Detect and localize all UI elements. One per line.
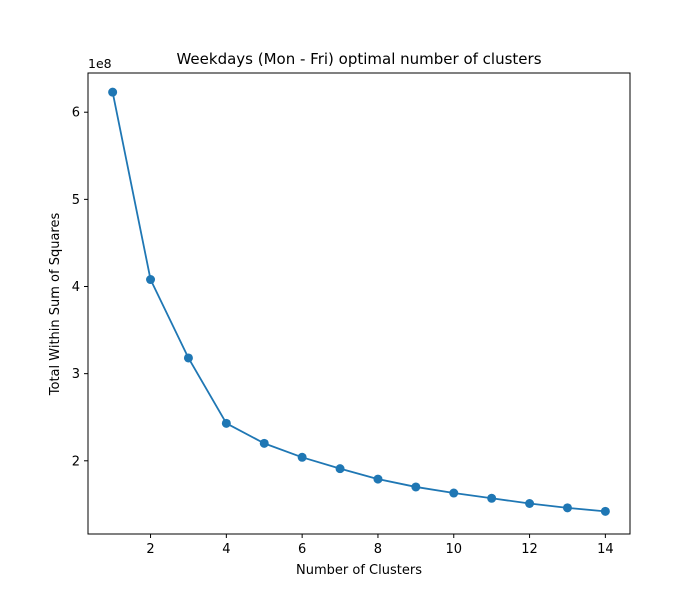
data-point-13	[562, 503, 572, 513]
data-point-10	[449, 488, 459, 498]
y-tick-label-4: 4	[72, 280, 80, 295]
x-axis-label: Number of Clusters	[296, 563, 422, 578]
data-point-2	[146, 275, 156, 285]
x-tick-label-2: 2	[146, 542, 154, 557]
y-tick-label-5: 5	[72, 193, 80, 208]
y-offset-label: 1e8	[88, 56, 112, 71]
data-point-1	[108, 87, 118, 97]
data-point-8	[373, 474, 383, 484]
y-tick-label-6: 6	[72, 106, 80, 121]
data-point-4	[221, 418, 231, 428]
data-point-9	[411, 482, 421, 492]
data-point-6	[297, 452, 307, 462]
data-point-14	[600, 506, 610, 516]
data-point-11	[487, 493, 497, 503]
series-line-0	[111, 91, 606, 513]
x-tick-label-14: 14	[597, 542, 614, 557]
x-tick-label-8: 8	[374, 542, 382, 557]
x-tick-label-6: 6	[298, 542, 306, 557]
data-point-3	[183, 353, 193, 363]
y-tick-label-3: 3	[72, 367, 80, 382]
data-point-7	[335, 464, 345, 474]
chart-title: Weekdays (Mon - Fri) optimal number of c…	[176, 50, 541, 68]
plot-area: 2 4 6 8 10 12 14 2 3 4 5 6	[72, 72, 631, 557]
y-axis-label: Total Within Sum of Squares	[48, 213, 63, 397]
x-tick-label-12: 12	[521, 542, 538, 557]
x-tick-label-10: 10	[445, 542, 462, 557]
y-tick-label-2: 2	[72, 454, 80, 469]
data-point-5	[259, 438, 269, 448]
data-point-12	[525, 498, 535, 508]
axes-frame	[87, 72, 631, 535]
x-tick-label-4: 4	[222, 542, 230, 557]
